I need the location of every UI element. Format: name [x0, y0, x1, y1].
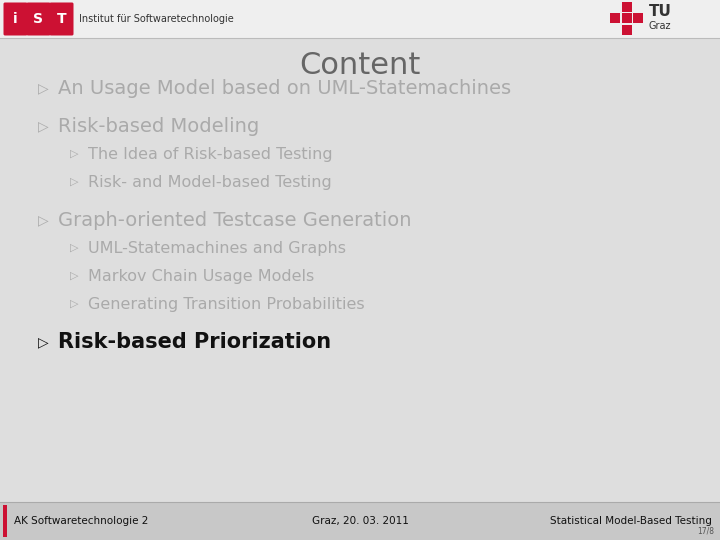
Text: AK Softwaretechnologie 2: AK Softwaretechnologie 2: [14, 516, 148, 526]
Text: UML-Statemachines and Graphs: UML-Statemachines and Graphs: [88, 240, 346, 255]
Text: Graz: Graz: [649, 21, 671, 31]
Bar: [621, 25, 631, 35]
Text: ▷: ▷: [38, 213, 49, 227]
Text: Risk-based Priorization: Risk-based Priorization: [58, 332, 331, 352]
Text: Statistical Model-Based Testing: Statistical Model-Based Testing: [550, 516, 712, 526]
Text: The Idea of Risk-based Testing: The Idea of Risk-based Testing: [88, 146, 333, 161]
Text: Generating Transition Probabilities: Generating Transition Probabilities: [88, 296, 364, 312]
FancyBboxPatch shape: [27, 3, 50, 36]
Text: ▷: ▷: [38, 119, 49, 133]
Text: i: i: [13, 12, 18, 26]
Text: ▷: ▷: [38, 81, 49, 95]
Text: Content: Content: [300, 51, 420, 80]
FancyBboxPatch shape: [4, 3, 27, 36]
Text: S: S: [34, 12, 43, 26]
Bar: [0, 0, 720, 38]
Bar: [621, 14, 631, 23]
Text: ▷: ▷: [70, 299, 78, 309]
Text: Risk- and Model-based Testing: Risk- and Model-based Testing: [88, 174, 332, 190]
Text: Graz, 20. 03. 2011: Graz, 20. 03. 2011: [312, 516, 408, 526]
Text: Graph-oriented Testcase Generation: Graph-oriented Testcase Generation: [58, 211, 412, 229]
Text: ▷: ▷: [70, 149, 78, 159]
Text: An Usage Model based on UML-Statemachines: An Usage Model based on UML-Statemachine…: [58, 78, 511, 98]
Bar: [610, 14, 620, 23]
Bar: [633, 14, 643, 23]
Text: ▷: ▷: [70, 177, 78, 187]
Text: Institut für Softwaretechnologie: Institut für Softwaretechnologie: [79, 14, 234, 24]
Text: TU: TU: [649, 4, 672, 19]
Text: T: T: [57, 12, 66, 26]
Text: Markov Chain Usage Models: Markov Chain Usage Models: [88, 268, 314, 284]
Text: ▷: ▷: [70, 271, 78, 281]
Text: ▷: ▷: [70, 243, 78, 253]
Bar: [0, 502, 720, 540]
Bar: [3, 505, 7, 537]
FancyBboxPatch shape: [50, 3, 73, 36]
Text: ▷: ▷: [38, 335, 49, 349]
Bar: [621, 2, 631, 12]
Text: Risk-based Modeling: Risk-based Modeling: [58, 117, 259, 136]
Text: 17/8: 17/8: [697, 527, 714, 536]
